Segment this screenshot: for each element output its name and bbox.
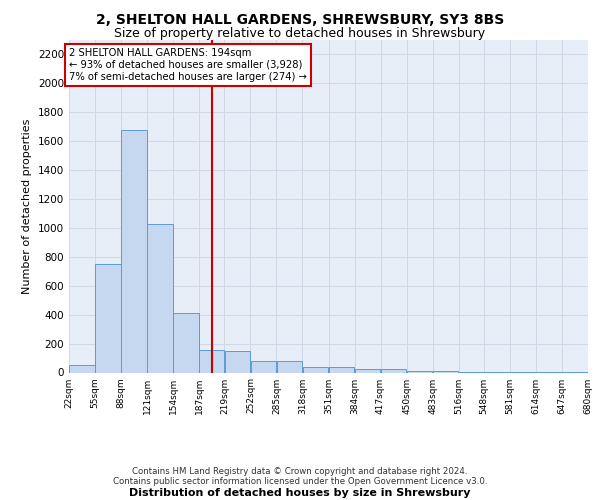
Y-axis label: Number of detached properties: Number of detached properties [22,118,32,294]
Bar [381,369,406,372]
Bar [173,313,199,372]
Text: Contains HM Land Registry data © Crown copyright and database right 2024.: Contains HM Land Registry data © Crown c… [132,467,468,476]
Bar [277,361,302,372]
Bar [303,366,328,372]
Text: Distribution of detached houses by size in Shrewsbury: Distribution of detached houses by size … [129,488,471,498]
Text: Contains public sector information licensed under the Open Government Licence v3: Contains public sector information licen… [113,477,487,486]
Bar [69,366,95,372]
Bar [329,366,354,372]
Bar [433,371,458,372]
Bar [355,369,380,372]
Text: 2 SHELTON HALL GARDENS: 194sqm
← 93% of detached houses are smaller (3,928)
7% o: 2 SHELTON HALL GARDENS: 194sqm ← 93% of … [70,48,307,82]
Bar [148,224,173,372]
Bar [121,130,147,372]
Bar [95,264,121,372]
Bar [251,361,276,372]
Bar [199,350,224,372]
Text: Size of property relative to detached houses in Shrewsbury: Size of property relative to detached ho… [115,28,485,40]
Text: 2, SHELTON HALL GARDENS, SHREWSBURY, SY3 8BS: 2, SHELTON HALL GARDENS, SHREWSBURY, SY3… [96,12,504,26]
Bar [407,371,433,372]
Bar [224,351,250,372]
